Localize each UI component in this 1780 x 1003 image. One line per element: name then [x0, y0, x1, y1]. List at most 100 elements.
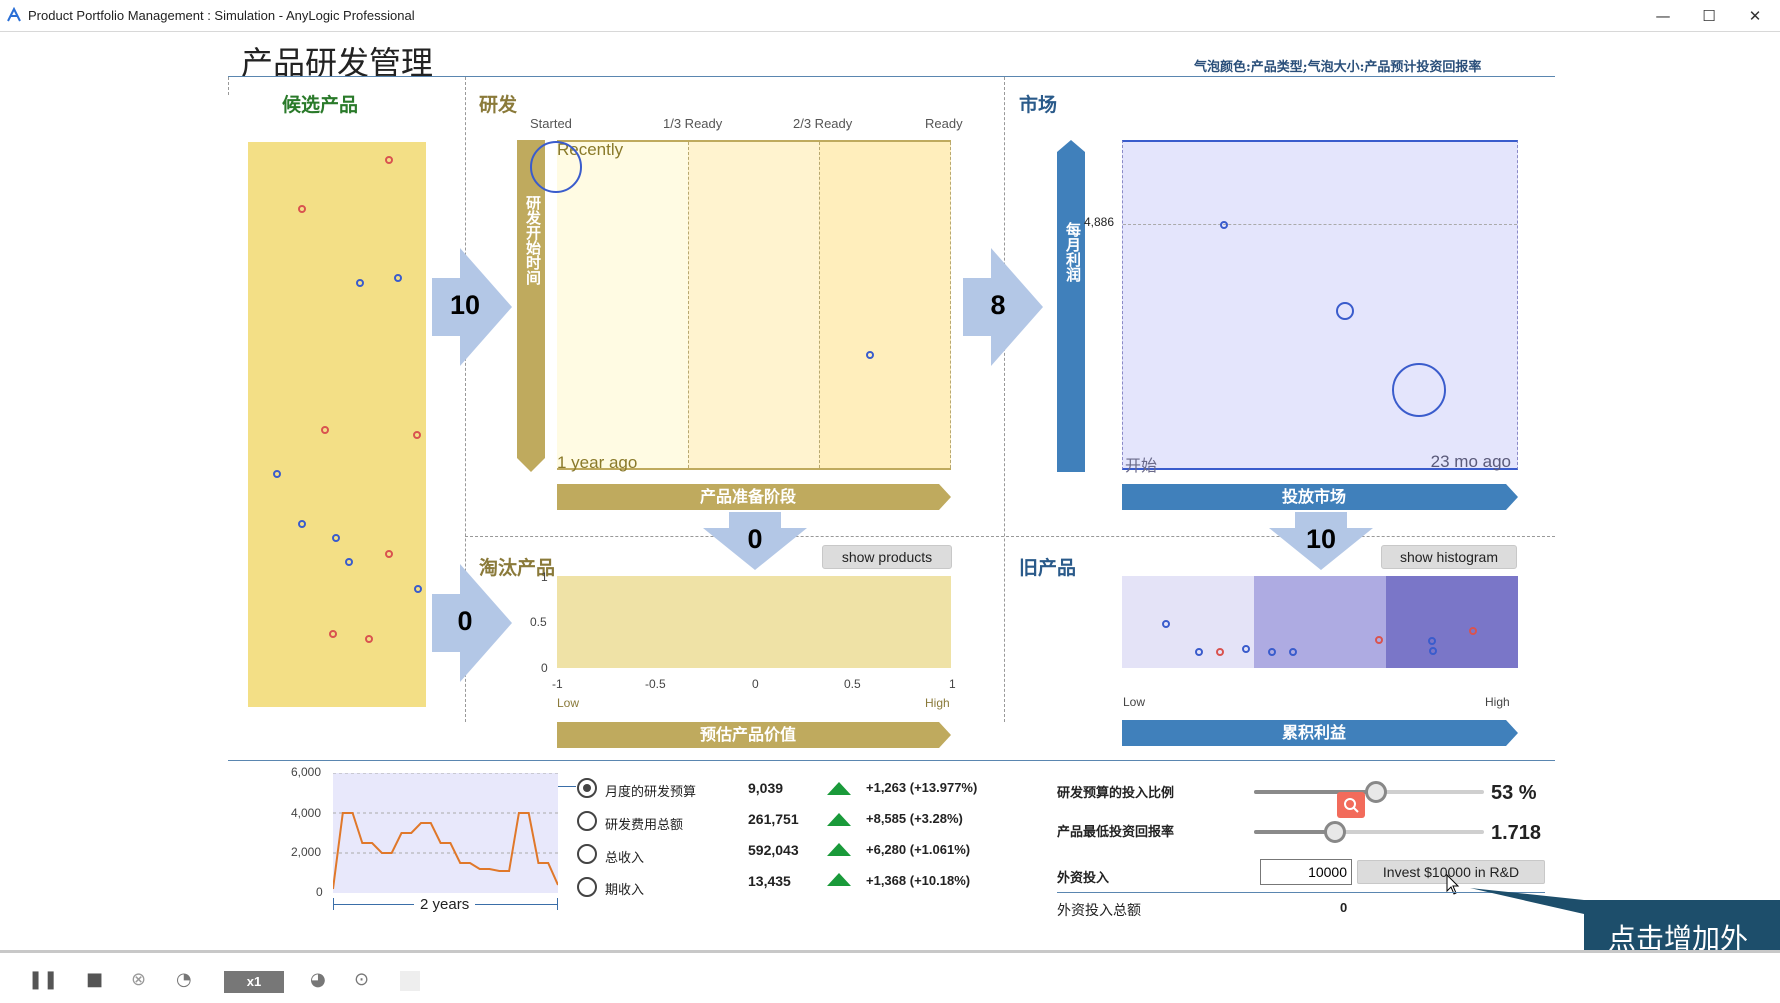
product-bubble[interactable] — [394, 274, 402, 282]
rnd-header: 研发 — [479, 94, 518, 116]
run-fast-icon[interactable]: ⊙ — [354, 969, 370, 990]
market-header: 市场 — [1019, 94, 1058, 116]
y-tick: 6,000 — [291, 765, 322, 779]
metric-label: 期收入 — [605, 883, 645, 898]
high-label: High — [925, 696, 950, 710]
rnd-ribbon: 产品准备阶段 — [557, 484, 951, 510]
rd-ratio-value: 53 % — [1491, 782, 1537, 804]
product-bubble[interactable] — [298, 205, 306, 213]
pause-icon[interactable]: ❚❚ — [28, 969, 59, 990]
metric-radio[interactable] — [577, 844, 597, 864]
slider-thumb[interactable] — [1365, 781, 1387, 803]
market-area: 开始 23 mo ago — [1122, 140, 1518, 475]
product-bubble[interactable] — [329, 630, 337, 638]
product-bubble[interactable] — [1429, 647, 1437, 655]
product-bubble[interactable] — [1392, 363, 1446, 417]
metric-label: 研发费用总额 — [605, 818, 684, 833]
product-bubble[interactable] — [345, 558, 353, 566]
product-bubble[interactable] — [273, 470, 281, 478]
speed-up-icon[interactable]: ◕ — [310, 969, 326, 990]
speed-indicator: x1 — [224, 971, 284, 993]
product-bubble[interactable] — [356, 279, 364, 287]
year-ago-label: 1 year ago — [557, 453, 638, 472]
product-bubble[interactable] — [1268, 648, 1276, 656]
mouse-cursor-icon — [1446, 874, 1460, 895]
minimize-icon[interactable]: — — [1655, 7, 1671, 25]
product-bubble[interactable] — [1162, 620, 1170, 628]
product-bubble[interactable] — [1220, 221, 1228, 229]
product-bubble[interactable] — [414, 585, 422, 593]
flow-count-rnd-to-market: 8 — [990, 290, 1006, 320]
slow-down-icon[interactable]: ◔ — [176, 969, 192, 990]
product-bubble[interactable] — [298, 520, 306, 528]
y-tick: 0 — [541, 661, 548, 675]
product-bubble[interactable] — [365, 635, 373, 643]
product-bubble[interactable] — [1195, 648, 1203, 656]
value-ribbon-label: 预估产品价值 — [699, 725, 796, 744]
old-products-area — [1122, 576, 1518, 668]
product-bubble[interactable] — [1289, 648, 1297, 656]
product-bubble[interactable] — [1242, 645, 1250, 653]
product-bubble[interactable] — [530, 141, 582, 193]
product-bubble[interactable] — [1469, 627, 1477, 635]
metric-radio[interactable] — [577, 778, 597, 798]
chart-series-line — [333, 812, 558, 890]
metric-delta: +6,280 (+1.061%) — [866, 842, 971, 857]
invest-button[interactable]: Invest $10000 in R&D — [1357, 860, 1545, 884]
anylogic-logo-icon — [7, 7, 21, 22]
y-tick: 0.5 — [530, 615, 547, 629]
market-axis-label: 每月利润 — [1064, 222, 1082, 282]
toolbar-placeholder — [400, 971, 420, 991]
min-roi-label: 产品最低投资回报率 — [1057, 825, 1175, 840]
metric-time-chart — [333, 773, 558, 893]
flow-count-market-to-old: 10 — [1305, 524, 1337, 554]
metric-radio[interactable] — [577, 811, 597, 831]
title-underline — [228, 76, 1555, 77]
market-ribbon-label: 投放市场 — [1281, 487, 1346, 506]
flow-count-candidates-to-retired: 0 — [457, 606, 473, 636]
y-tick: 0 — [316, 885, 323, 899]
window-title: Product Portfolio Management : Simulatio… — [28, 8, 415, 23]
divider — [228, 77, 229, 95]
product-bubble[interactable] — [866, 351, 874, 359]
show-histogram-button[interactable]: show histogram — [1381, 545, 1517, 569]
run-x1-icon[interactable]: ⊗ — [131, 969, 147, 990]
product-bubble[interactable] — [1216, 648, 1224, 656]
product-bubble[interactable] — [332, 534, 340, 542]
product-bubble[interactable] — [1336, 302, 1354, 320]
rnd-stage-area: Recently 1 year ago — [557, 140, 951, 472]
up-arrow-icon — [827, 843, 851, 856]
metric-radio[interactable] — [577, 877, 597, 897]
rd-ratio-slider[interactable] — [1254, 781, 1484, 803]
product-bubble[interactable] — [385, 550, 393, 558]
metric-label: 总收入 — [605, 851, 645, 866]
flow-arrow-icon — [963, 248, 1043, 366]
low-label: Low — [557, 696, 580, 710]
stage-label: 1/3 Ready — [663, 116, 723, 131]
product-bubble[interactable] — [321, 426, 329, 434]
y-tick: 4,000 — [291, 806, 322, 820]
stage-label: Ready — [925, 116, 963, 131]
product-bubble[interactable] — [1375, 636, 1383, 644]
y-tick: 1 — [541, 570, 548, 584]
flow-down-arrow-icon — [703, 512, 807, 570]
product-bubble[interactable] — [413, 431, 421, 439]
slider-thumb[interactable] — [1324, 821, 1346, 843]
stage-label: Started — [530, 116, 572, 131]
stop-icon[interactable]: ■ — [86, 969, 104, 990]
zoom-cursor-icon — [1337, 792, 1365, 818]
divider — [465, 536, 1555, 537]
up-arrow-icon — [827, 813, 851, 826]
close-icon[interactable]: ✕ — [1748, 7, 1762, 25]
window-titlebar: Product Portfolio Management : Simulatio… — [0, 0, 1780, 32]
ext-total-label: 外资投入总额 — [1057, 903, 1141, 919]
flow-arrow-icon — [432, 564, 512, 682]
product-bubble[interactable] — [1428, 637, 1436, 645]
min-roi-slider[interactable] — [1254, 821, 1484, 843]
simulation-toolbar: ❚❚ ■ ⊗ ◔ x1 ◕ ⊙ — [0, 950, 1780, 1003]
low-label: Low — [1123, 695, 1146, 709]
product-bubble[interactable] — [385, 156, 393, 164]
ext-invest-input[interactable] — [1260, 859, 1352, 885]
maximize-icon[interactable]: ☐ — [1702, 7, 1716, 25]
show-products-button[interactable]: show products — [822, 545, 952, 569]
